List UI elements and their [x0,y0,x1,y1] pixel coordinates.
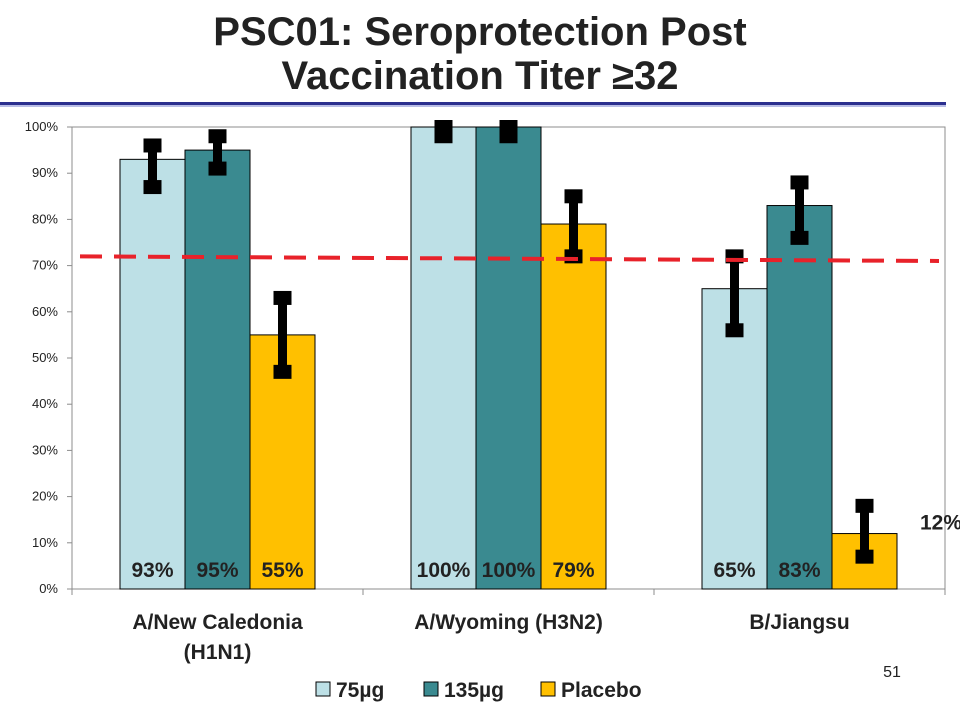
title-divider-shadow [0,105,946,107]
bar [766,205,833,590]
legend-label: 135µg [444,679,504,702]
bar [701,288,768,590]
error-cap-high [273,290,292,305]
legend-swatch [540,681,556,697]
data-label: 12% [920,512,960,535]
error-cap-low [725,323,744,338]
error-cap-low [208,161,227,176]
error-cap-low [434,129,453,144]
error-cap-high [564,189,583,204]
bar [540,223,607,590]
data-label: 79% [552,559,594,582]
y-tick-label: 0% [39,581,58,596]
legend-label: 75µg [336,679,384,702]
error-cap-low [564,249,583,264]
x-category-label: B/Jiangsu [749,611,849,634]
y-tick-label: 10% [32,535,58,550]
x-category-label: A/Wyoming (H3N2) [414,611,603,634]
bar [184,149,251,590]
y-tick-label: 90% [32,165,58,180]
bar [475,126,542,590]
title-line-2: Vaccination Titer ≥32 [281,54,679,98]
bar [119,158,186,590]
page-title: PSC01: Seroprotection Post Vaccination T… [0,10,960,98]
y-tick-label: 40% [32,396,58,411]
x-category-label: A/New Caledonia [132,611,303,634]
y-tick-label: 100% [25,119,59,134]
error-cap-low [855,549,874,564]
error-cap-low [143,180,162,195]
data-label: 100% [417,559,471,582]
y-tick-label: 80% [32,211,58,226]
y-tick-label: 50% [32,350,58,365]
data-label: 100% [482,559,536,582]
title-divider [0,102,946,105]
error-cap-low [790,230,809,245]
x-category-label: (H1N1) [184,641,252,664]
title-line-1: PSC01: Seroprotection Post [213,10,747,54]
error-cap-low [273,364,292,379]
legend-swatch [315,681,331,697]
data-label: 65% [713,559,755,582]
y-tick-label: 30% [32,442,58,457]
legend-swatch [423,681,439,697]
error-cap-high [208,129,227,144]
error-cap-high [855,498,874,513]
error-cap-low [499,129,518,144]
y-tick-label: 60% [32,304,58,319]
data-label: 93% [131,559,173,582]
data-label: 83% [778,559,820,582]
legend-label: Placebo [561,679,642,702]
data-label: 55% [261,559,303,582]
y-tick-label: 70% [32,258,58,273]
y-tick-label: 20% [32,489,58,504]
slide-number: 51 [883,664,901,681]
bar [410,126,477,590]
data-label: 95% [196,559,238,582]
error-cap-high [143,138,162,153]
error-cap-high [790,175,809,190]
reference-threshold-line [79,254,940,263]
